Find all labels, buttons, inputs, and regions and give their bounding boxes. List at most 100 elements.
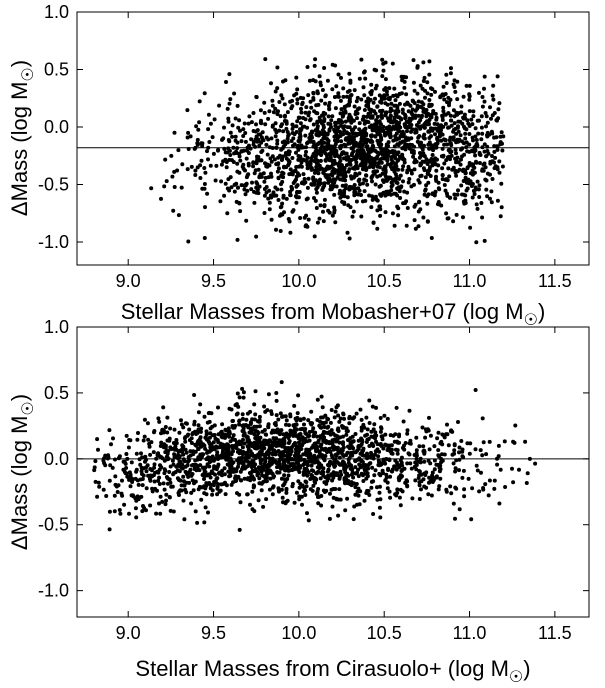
data-point bbox=[278, 229, 283, 233]
data-point bbox=[107, 527, 112, 532]
data-point bbox=[164, 179, 169, 184]
data-point bbox=[469, 517, 474, 522]
data-point bbox=[450, 452, 455, 457]
data-point bbox=[305, 511, 309, 516]
data-point bbox=[262, 110, 267, 115]
data-point bbox=[474, 202, 479, 207]
data-point bbox=[228, 153, 233, 157]
data-point bbox=[413, 226, 418, 231]
data-point bbox=[496, 107, 501, 112]
data-point bbox=[193, 429, 197, 434]
data-point bbox=[376, 454, 381, 459]
data-point bbox=[321, 170, 326, 175]
data-point bbox=[333, 433, 338, 438]
data-point bbox=[153, 486, 158, 491]
data-point bbox=[423, 88, 427, 93]
data-point bbox=[383, 60, 388, 65]
data-point bbox=[481, 168, 486, 173]
data-point bbox=[297, 432, 302, 437]
data-point bbox=[210, 445, 215, 450]
data-point bbox=[284, 126, 289, 131]
data-point bbox=[315, 445, 319, 450]
data-point bbox=[385, 486, 390, 491]
data-point bbox=[426, 180, 431, 185]
data-point bbox=[95, 437, 100, 442]
data-point bbox=[352, 504, 357, 509]
data-point bbox=[156, 470, 161, 475]
data-point bbox=[176, 213, 181, 218]
data-point bbox=[152, 479, 157, 484]
data-point bbox=[199, 444, 204, 449]
data-point bbox=[139, 465, 144, 470]
data-point bbox=[367, 421, 372, 425]
data-point bbox=[97, 484, 102, 489]
data-point bbox=[308, 139, 313, 144]
data-point bbox=[396, 206, 401, 211]
data-point bbox=[499, 130, 504, 135]
data-point bbox=[224, 165, 229, 170]
y-tick-label: 0.0 bbox=[44, 117, 69, 137]
data-point bbox=[497, 159, 502, 164]
data-point bbox=[286, 163, 291, 168]
data-point bbox=[248, 502, 252, 507]
data-point bbox=[158, 494, 163, 499]
x-tick-label: 10.5 bbox=[367, 271, 402, 291]
data-point bbox=[379, 99, 384, 104]
data-point bbox=[212, 433, 217, 438]
data-point bbox=[271, 110, 276, 115]
data-point bbox=[373, 468, 378, 473]
data-point bbox=[202, 520, 207, 525]
data-point bbox=[162, 487, 167, 492]
data-point bbox=[266, 116, 271, 121]
data-point bbox=[259, 440, 264, 445]
data-point bbox=[465, 149, 470, 154]
data-point bbox=[363, 468, 367, 473]
data-point bbox=[480, 453, 485, 458]
data-point bbox=[462, 487, 467, 492]
data-point bbox=[341, 86, 346, 91]
data-point bbox=[373, 134, 378, 139]
data-point bbox=[454, 212, 459, 217]
data-point bbox=[411, 58, 416, 63]
data-point bbox=[511, 480, 516, 485]
data-point bbox=[472, 192, 477, 196]
data-point bbox=[202, 166, 207, 170]
data-point bbox=[196, 423, 201, 428]
data-point bbox=[346, 169, 351, 174]
data-point bbox=[448, 484, 453, 489]
data-point bbox=[156, 478, 161, 483]
data-point bbox=[221, 432, 226, 437]
data-point bbox=[177, 430, 182, 435]
data-point bbox=[252, 171, 257, 176]
data-point bbox=[266, 467, 270, 472]
data-point bbox=[157, 482, 162, 486]
data-point bbox=[275, 427, 280, 432]
data-point bbox=[291, 433, 296, 438]
data-point bbox=[306, 470, 311, 475]
data-point bbox=[246, 446, 251, 451]
data-point bbox=[401, 74, 406, 79]
data-point bbox=[482, 238, 487, 243]
data-point bbox=[337, 120, 342, 125]
data-point bbox=[420, 425, 425, 430]
data-point bbox=[405, 428, 410, 433]
data-point bbox=[222, 125, 226, 130]
data-point bbox=[159, 455, 163, 459]
data-point bbox=[336, 513, 341, 518]
data-point bbox=[313, 476, 318, 481]
data-point bbox=[238, 500, 243, 505]
data-point bbox=[317, 119, 322, 124]
data-point bbox=[196, 455, 201, 460]
data-point bbox=[373, 430, 378, 435]
data-point bbox=[517, 467, 521, 472]
data-point bbox=[492, 486, 497, 491]
data-point bbox=[300, 502, 304, 507]
data-point bbox=[369, 147, 374, 152]
data-point bbox=[285, 110, 290, 115]
data-point bbox=[456, 188, 460, 193]
data-point bbox=[321, 219, 326, 224]
data-point bbox=[331, 470, 336, 475]
data-point bbox=[369, 89, 374, 93]
data-point bbox=[394, 460, 399, 465]
data-point bbox=[249, 187, 254, 192]
